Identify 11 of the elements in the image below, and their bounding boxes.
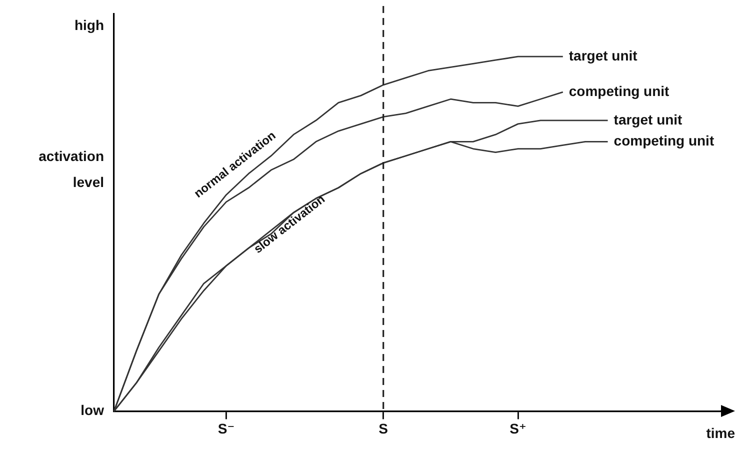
series-label: target unit	[568, 47, 638, 64]
series-label: competing unit	[614, 132, 714, 149]
text: high	[74, 16, 104, 33]
y-axis-title: activation level	[38, 148, 104, 190]
x-axis-title: time	[706, 425, 736, 442]
x-tick-label: S⁺	[510, 420, 526, 436]
x-tick-label: S⁻	[218, 420, 235, 436]
series-label: competing unit	[568, 82, 670, 99]
text: low	[80, 402, 104, 418]
x-tick-label: S	[378, 420, 388, 436]
series-label: target unit	[614, 111, 683, 128]
